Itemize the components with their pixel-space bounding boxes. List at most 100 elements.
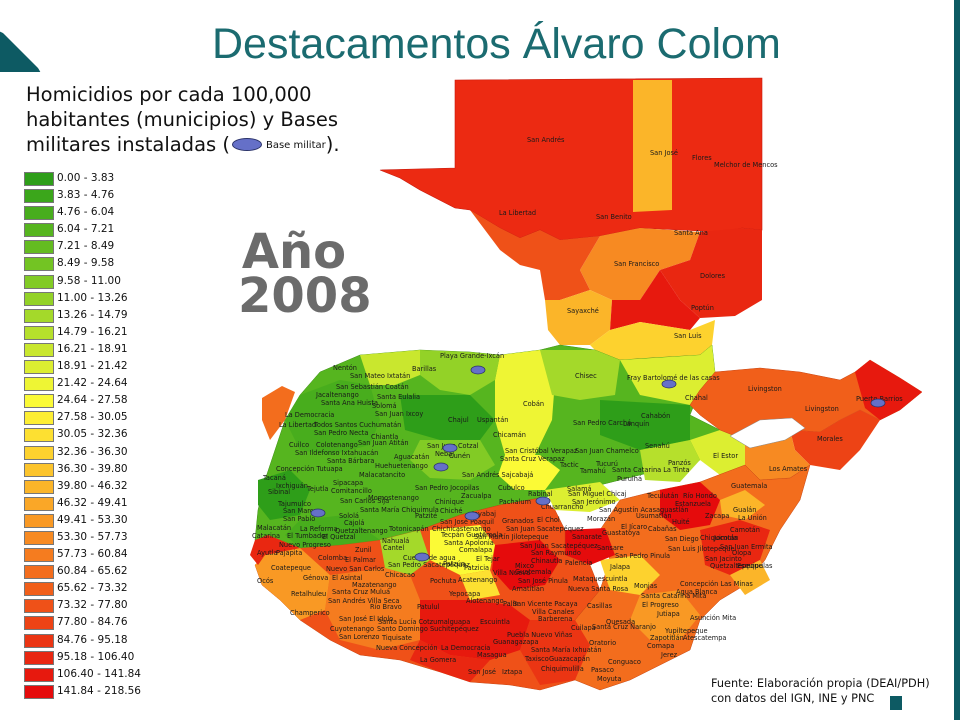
military-base-marker (310, 508, 326, 518)
place-label: Sibinal (268, 488, 290, 496)
legend-range-label: 27.58 - 30.05 (57, 411, 128, 424)
place-label: El Tejar (476, 555, 500, 563)
place-label: Los Amates (769, 465, 808, 473)
place-label: Zunil (355, 546, 372, 554)
place-label: San Juan Atitán (358, 439, 409, 447)
place-label: Tucurú (595, 460, 618, 468)
place-label: San Pedro Necta (314, 429, 368, 437)
place-label: La Reforma (300, 525, 338, 533)
place-label: Santa María Chiquimula (360, 506, 439, 514)
legend-title-line3-suffix: ). (325, 133, 340, 156)
region-quetzaltenango (285, 515, 380, 548)
region-tacana (258, 470, 310, 520)
page-title: Destacamentos Álvaro Colom (212, 20, 781, 68)
place-label: Jutiapa (656, 610, 680, 618)
place-label: Chiquimulilla (541, 665, 584, 673)
place-label: Génova (303, 574, 328, 582)
legend-range-label: 13.26 - 14.79 (57, 308, 128, 321)
place-label: San José El Idolo (339, 615, 393, 623)
legend-title: Homicidios por cada 100,000 habitantes (… (26, 82, 386, 158)
legend-swatch (24, 667, 54, 682)
place-label: Chuarrancho (541, 503, 583, 511)
place-label: Santa Lucía Cotzumalguapa (378, 618, 470, 626)
place-label: Villa Canales (532, 608, 575, 616)
place-label: Quetzaltenango (335, 527, 388, 535)
place-label: Patzicia (464, 564, 489, 572)
year-word: Año (241, 224, 347, 280)
region-coatepeque (250, 535, 300, 565)
place-label: El Quetzal (322, 533, 356, 541)
legend-swatch (24, 633, 54, 648)
place-label: La Democracia (285, 411, 334, 419)
legend-swatch (24, 325, 54, 340)
right-edge-bar (954, 0, 960, 720)
place-label: San Ildefonso Ixtahuacán (295, 449, 378, 457)
place-label: Mazatenango (352, 581, 397, 589)
legend-swatch (24, 342, 54, 357)
legend-range-label: 11.00 - 13.26 (57, 291, 128, 304)
place-label: Palín (503, 600, 519, 608)
place-label: San Mateo Ixtatán (350, 372, 410, 380)
place-label: Totonicapán (388, 525, 429, 533)
place-label: Sayaxché (567, 307, 599, 315)
place-label: Alotenango (466, 597, 504, 605)
place-label: Cabañas (648, 525, 677, 533)
place-label: El Estor (713, 452, 738, 460)
place-label: Barberena (538, 615, 572, 623)
place-label: Escuintla (480, 618, 510, 626)
legend-range-label: 18.91 - 21.42 (57, 360, 128, 373)
place-label: Cubulco (498, 484, 525, 492)
legend-swatch (24, 377, 54, 392)
place-label: Sansare (597, 544, 624, 552)
legend-range-label: 57.73 - 60.84 (57, 548, 128, 561)
region-huehue-west (285, 380, 380, 455)
place-label: Tacaná (262, 474, 286, 482)
region-panzos (640, 440, 700, 482)
place-label: Conguaco (608, 658, 641, 666)
place-label: Patulul (417, 603, 439, 611)
region-el-estor (690, 430, 745, 475)
legend-swatch (24, 257, 54, 272)
legend-swatch (24, 394, 54, 409)
place-label: Chisec (575, 372, 597, 380)
region-guatemala-city (492, 540, 560, 590)
legend-range-label: 84.76 - 95.18 (57, 633, 128, 646)
place-label: El Progreso (642, 601, 679, 609)
place-label: Tecpán Guatemala (440, 531, 502, 539)
place-label: San Pedro Sacatepéquez (388, 561, 470, 569)
place-label: Tajumulco (277, 500, 311, 508)
military-base-marker (464, 511, 480, 521)
place-label: Livingston (805, 405, 839, 413)
place-label: Pachalum (499, 498, 531, 506)
region-poptun (610, 270, 700, 330)
place-label: San Agustín Acasaguastlán (599, 506, 689, 514)
place-label: Estanzuela (675, 500, 711, 508)
place-label: San José (468, 668, 496, 676)
legend-range-label: 46.32 - 49.41 (57, 496, 128, 509)
place-label: Puebla Nuevo Viñas (507, 631, 573, 639)
place-label: Poptún (691, 304, 714, 312)
legend-swatch (24, 308, 54, 323)
place-label: Lanquín (623, 420, 649, 428)
region-san-jose (633, 80, 672, 212)
legend-swatch (24, 565, 54, 580)
place-label: Río Hondo (683, 492, 717, 500)
region-jutiapa (630, 590, 700, 640)
place-label: San Pedro Pinula (615, 552, 670, 560)
place-label: Catarina (252, 532, 280, 540)
legend-swatch (24, 445, 54, 460)
legend-swatch (24, 650, 54, 665)
place-label: San Juan Chamelco (575, 447, 639, 455)
legend-swatch (24, 548, 54, 563)
place-label: Acatenango (458, 576, 497, 584)
place-label: Momostenango (368, 494, 419, 502)
region-solola (380, 530, 430, 575)
region-salama (545, 482, 620, 512)
legend-range-label: 7.21 - 8.49 (57, 240, 115, 253)
legend-swatch (24, 223, 54, 238)
place-label: Sanarate (572, 533, 602, 541)
region-san-juan-cotzal (410, 440, 495, 480)
place-label: Masagua (477, 651, 507, 659)
region-chisec (540, 350, 620, 400)
